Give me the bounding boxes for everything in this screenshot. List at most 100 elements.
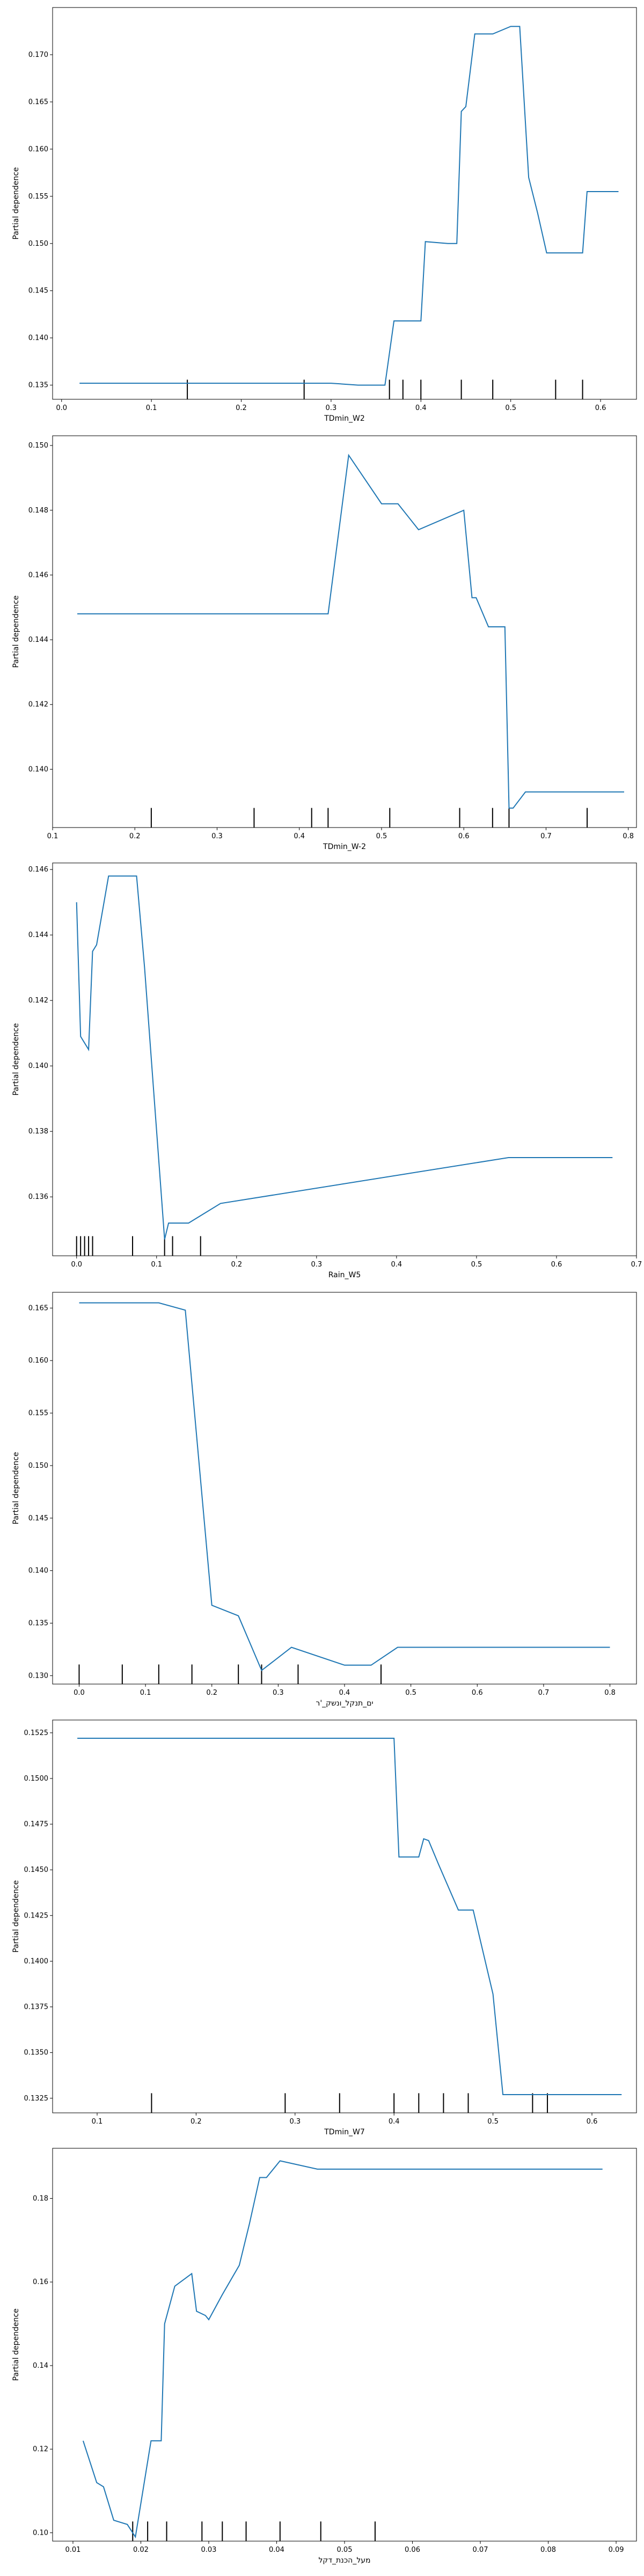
y-tick-label: 0.1475 [24,1820,49,1828]
x-tick-label: 0.7 [538,1689,550,1697]
y-tick-label: 0.144 [28,931,48,939]
x-tick-label: 0.1 [92,2118,103,2126]
y-tick-label: 0.145 [28,1514,48,1523]
x-tick-label: 0.04 [269,2546,284,2554]
x-tick-label: 0.2 [231,1261,242,1269]
x-tick-label: 0.3 [326,404,337,412]
y-tick-label: 0.10 [33,2529,48,2537]
y-tick-label: 0.142 [28,701,48,709]
y-tick-label: 0.1450 [24,1866,49,1874]
x-tick-label: 0.3 [273,1689,284,1697]
y-tick-label: 0.150 [28,240,48,248]
subplot-1: 0.0 0.1 0.2 0.3 0.4 0.5 0.6 0.135 0.140 0.145 0.15… [12,7,637,423]
y-tick-label: 0.1375 [24,2003,49,2011]
y-tick-label: 0.146 [28,866,48,874]
x-tick-label: 0.1 [140,1689,151,1697]
x-tick-label: 0.01 [65,2546,80,2554]
x-tick-label: 0.5 [471,1261,482,1269]
y-tick-label: 0.140 [28,334,48,342]
y-axis-label: Partial dependence [12,2308,20,2381]
y-tick-label: 0.165 [28,98,48,106]
x-tick-label: 0.6 [595,404,606,412]
x-tick-label: 0.6 [472,1689,483,1697]
x-tick-label: 0.3 [289,2118,301,2126]
x-tick-label: 0.4 [391,1261,402,1269]
x-tick-label: 0.07 [473,2546,488,2554]
x-tick-label: 0.2 [191,2118,202,2126]
y-tick-label: 0.146 [28,571,48,579]
plot-frame [52,862,637,1256]
y-tick-label: 0.1425 [24,1912,49,1920]
y-tick-label: 0.1325 [24,2095,49,2103]
plot-frame [52,7,637,400]
y-tick-label: 0.138 [28,1128,48,1136]
x-tick-label: 0.1 [151,1261,162,1269]
x-tick-label: 0.02 [133,2546,149,2554]
x-axis-label: ים_תנקל_ונשק_'ר [316,1699,373,1708]
y-tick-label: 0.155 [28,1409,48,1417]
x-tick-label: 0.6 [458,832,470,840]
x-tick-label: 0.0 [71,1261,82,1269]
subplot-4: 0.0 0.1 0.2 0.3 0.4 0.5 0.6 0.7 0.8 0.130 0.135 0.1… [12,1292,637,1708]
x-tick-label: 0.5 [376,832,387,840]
x-axis-label: מעל_הכנת_דקל [318,2556,370,2565]
y-axis-label: Partial dependence [12,167,20,239]
x-tick-label: 0.8 [623,832,634,840]
y-tick-label: 0.140 [28,765,48,773]
partial-dependence-line [77,1738,622,2095]
x-tick-label: 0.03 [201,2546,217,2554]
y-tick-label: 0.145 [28,287,48,295]
x-tick-label: 0.6 [587,2118,598,2126]
y-tick-label: 0.140 [28,1062,48,1070]
y-tick-label: 0.160 [28,1357,48,1365]
x-axis-label: Rain_W5 [328,1271,361,1279]
y-tick-label: 0.18 [33,2194,48,2202]
partial-dependence-line [82,2160,603,2538]
y-tick-label: 0.136 [28,1193,48,1201]
y-tick-label: 0.1525 [24,1729,49,1737]
x-tick-label: 0.0 [56,404,67,412]
x-tick-label: 0.09 [609,2546,624,2554]
x-tick-label: 0.1 [47,832,58,840]
y-axis-label: Partial dependence [12,1880,20,1952]
subplot-5: 0.1 0.2 0.3 0.4 0.5 0.6 0.1325 0.1350 0.1375 0.14… [12,1719,637,2136]
y-tick-label: 0.1500 [24,1775,49,1783]
y-tick-label: 0.150 [28,442,48,450]
y-tick-label: 0.12 [33,2446,48,2454]
x-tick-label: 0.3 [311,1261,322,1269]
y-tick-label: 0.1350 [24,2049,49,2057]
y-tick-label: 0.135 [28,382,48,390]
x-tick-label: 0.5 [405,1689,416,1697]
y-tick-label: 0.130 [28,1672,48,1680]
x-tick-label: 0.08 [540,2546,556,2554]
y-tick-label: 0.16 [33,2278,48,2286]
x-tick-label: 0.4 [389,2118,400,2126]
x-tick-label: 0.6 [551,1261,562,1269]
y-tick-label: 0.135 [28,1619,48,1627]
plot-frame [52,2148,637,2542]
plot-frame [52,435,637,828]
x-tick-label: 0.2 [236,404,247,412]
y-tick-label: 0.160 [28,145,48,153]
x-axis-label: TDmin_W7 [324,2128,364,2136]
y-tick-label: 0.144 [28,636,48,644]
y-tick-label: 0.148 [28,507,48,515]
subplot-6: 0.01 0.02 0.03 0.04 0.05 0.06 0.07 0.08 0.09 0.10… [12,2148,637,2565]
subplot-3: 0.0 0.1 0.2 0.3 0.4 0.5 0.6 0.7 0.136 0.138 0.140 0… [12,862,642,1279]
x-tick-label: 0.05 [337,2546,353,2554]
x-tick-label: 0.4 [339,1689,350,1697]
plot-frame [52,1292,637,1685]
x-axis-label: TDmin_W-2 [323,843,366,851]
x-axis-label: TDmin_W2 [324,414,364,423]
y-axis-label: Partial dependence [12,595,20,668]
plot-frame [52,1719,637,2113]
x-tick-label: 0.2 [206,1689,217,1697]
partial-dependence-line [79,1302,610,1672]
x-tick-label: 0.5 [505,404,516,412]
x-tick-label: 0.0 [74,1689,85,1697]
x-tick-label: 0.5 [487,2118,499,2126]
x-tick-label: 0.3 [211,832,223,840]
y-tick-label: 0.14 [33,2362,48,2370]
